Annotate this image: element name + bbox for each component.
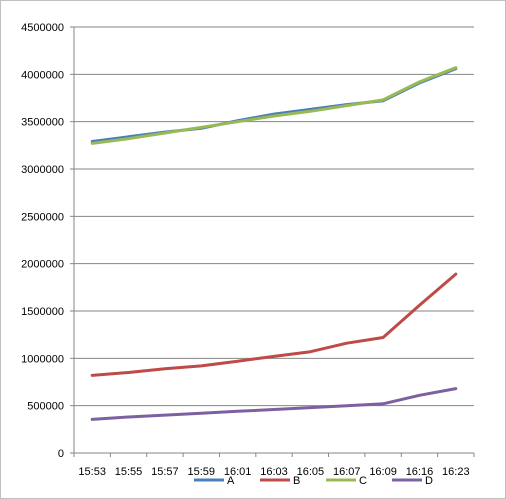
legend-label-d: D bbox=[425, 475, 433, 487]
series-line-d bbox=[90, 387, 458, 421]
y-tick-labels: 0 500000 1000000 1500000 2000000 2500000 30000… bbox=[21, 22, 64, 460]
axes bbox=[73, 27, 474, 454]
x-tick-label: 16:16 bbox=[406, 466, 434, 478]
gridlines bbox=[70, 26, 474, 454]
x-tick-label: 15:55 bbox=[115, 466, 143, 478]
y-tick-label: 4000000 bbox=[21, 69, 64, 81]
x-tick-label: 16:23 bbox=[442, 466, 470, 478]
y-tick-label: 2000000 bbox=[21, 259, 64, 271]
x-tick-label: 15:53 bbox=[78, 466, 106, 478]
series-line-a bbox=[90, 67, 458, 143]
series-line-b bbox=[90, 272, 458, 377]
x-tick-label: 15:59 bbox=[188, 466, 216, 478]
legend: A B C D bbox=[194, 475, 433, 487]
y-tick-label: 1500000 bbox=[21, 306, 64, 318]
x-tick-label: 16:05 bbox=[297, 466, 325, 478]
x-tick-label: 16:01 bbox=[224, 466, 252, 478]
y-tick-label: 4500000 bbox=[21, 22, 64, 34]
legend-label-c: C bbox=[359, 475, 367, 487]
y-tick-label: 1000000 bbox=[21, 353, 64, 365]
x-tick-label: 16:03 bbox=[260, 466, 288, 478]
legend-label-b: B bbox=[293, 475, 300, 487]
x-tick-label: 16:07 bbox=[333, 466, 361, 478]
y-tick-label: 3500000 bbox=[21, 117, 64, 129]
legend-label-a: A bbox=[227, 475, 235, 487]
series-line-c bbox=[90, 66, 458, 145]
series-lines bbox=[90, 66, 458, 421]
x-tick-label: 16:09 bbox=[369, 466, 397, 478]
y-tick-label: 0 bbox=[58, 448, 64, 460]
x-tick-labels: 15:53 15:55 15:57 15:59 16:01 16:03 16:05 16:07… bbox=[73, 453, 475, 478]
y-tick-label: 2500000 bbox=[21, 211, 64, 223]
y-tick-label: 3000000 bbox=[21, 164, 64, 176]
y-tick-label: 500000 bbox=[27, 401, 64, 413]
x-tick-label: 15:57 bbox=[151, 466, 179, 478]
